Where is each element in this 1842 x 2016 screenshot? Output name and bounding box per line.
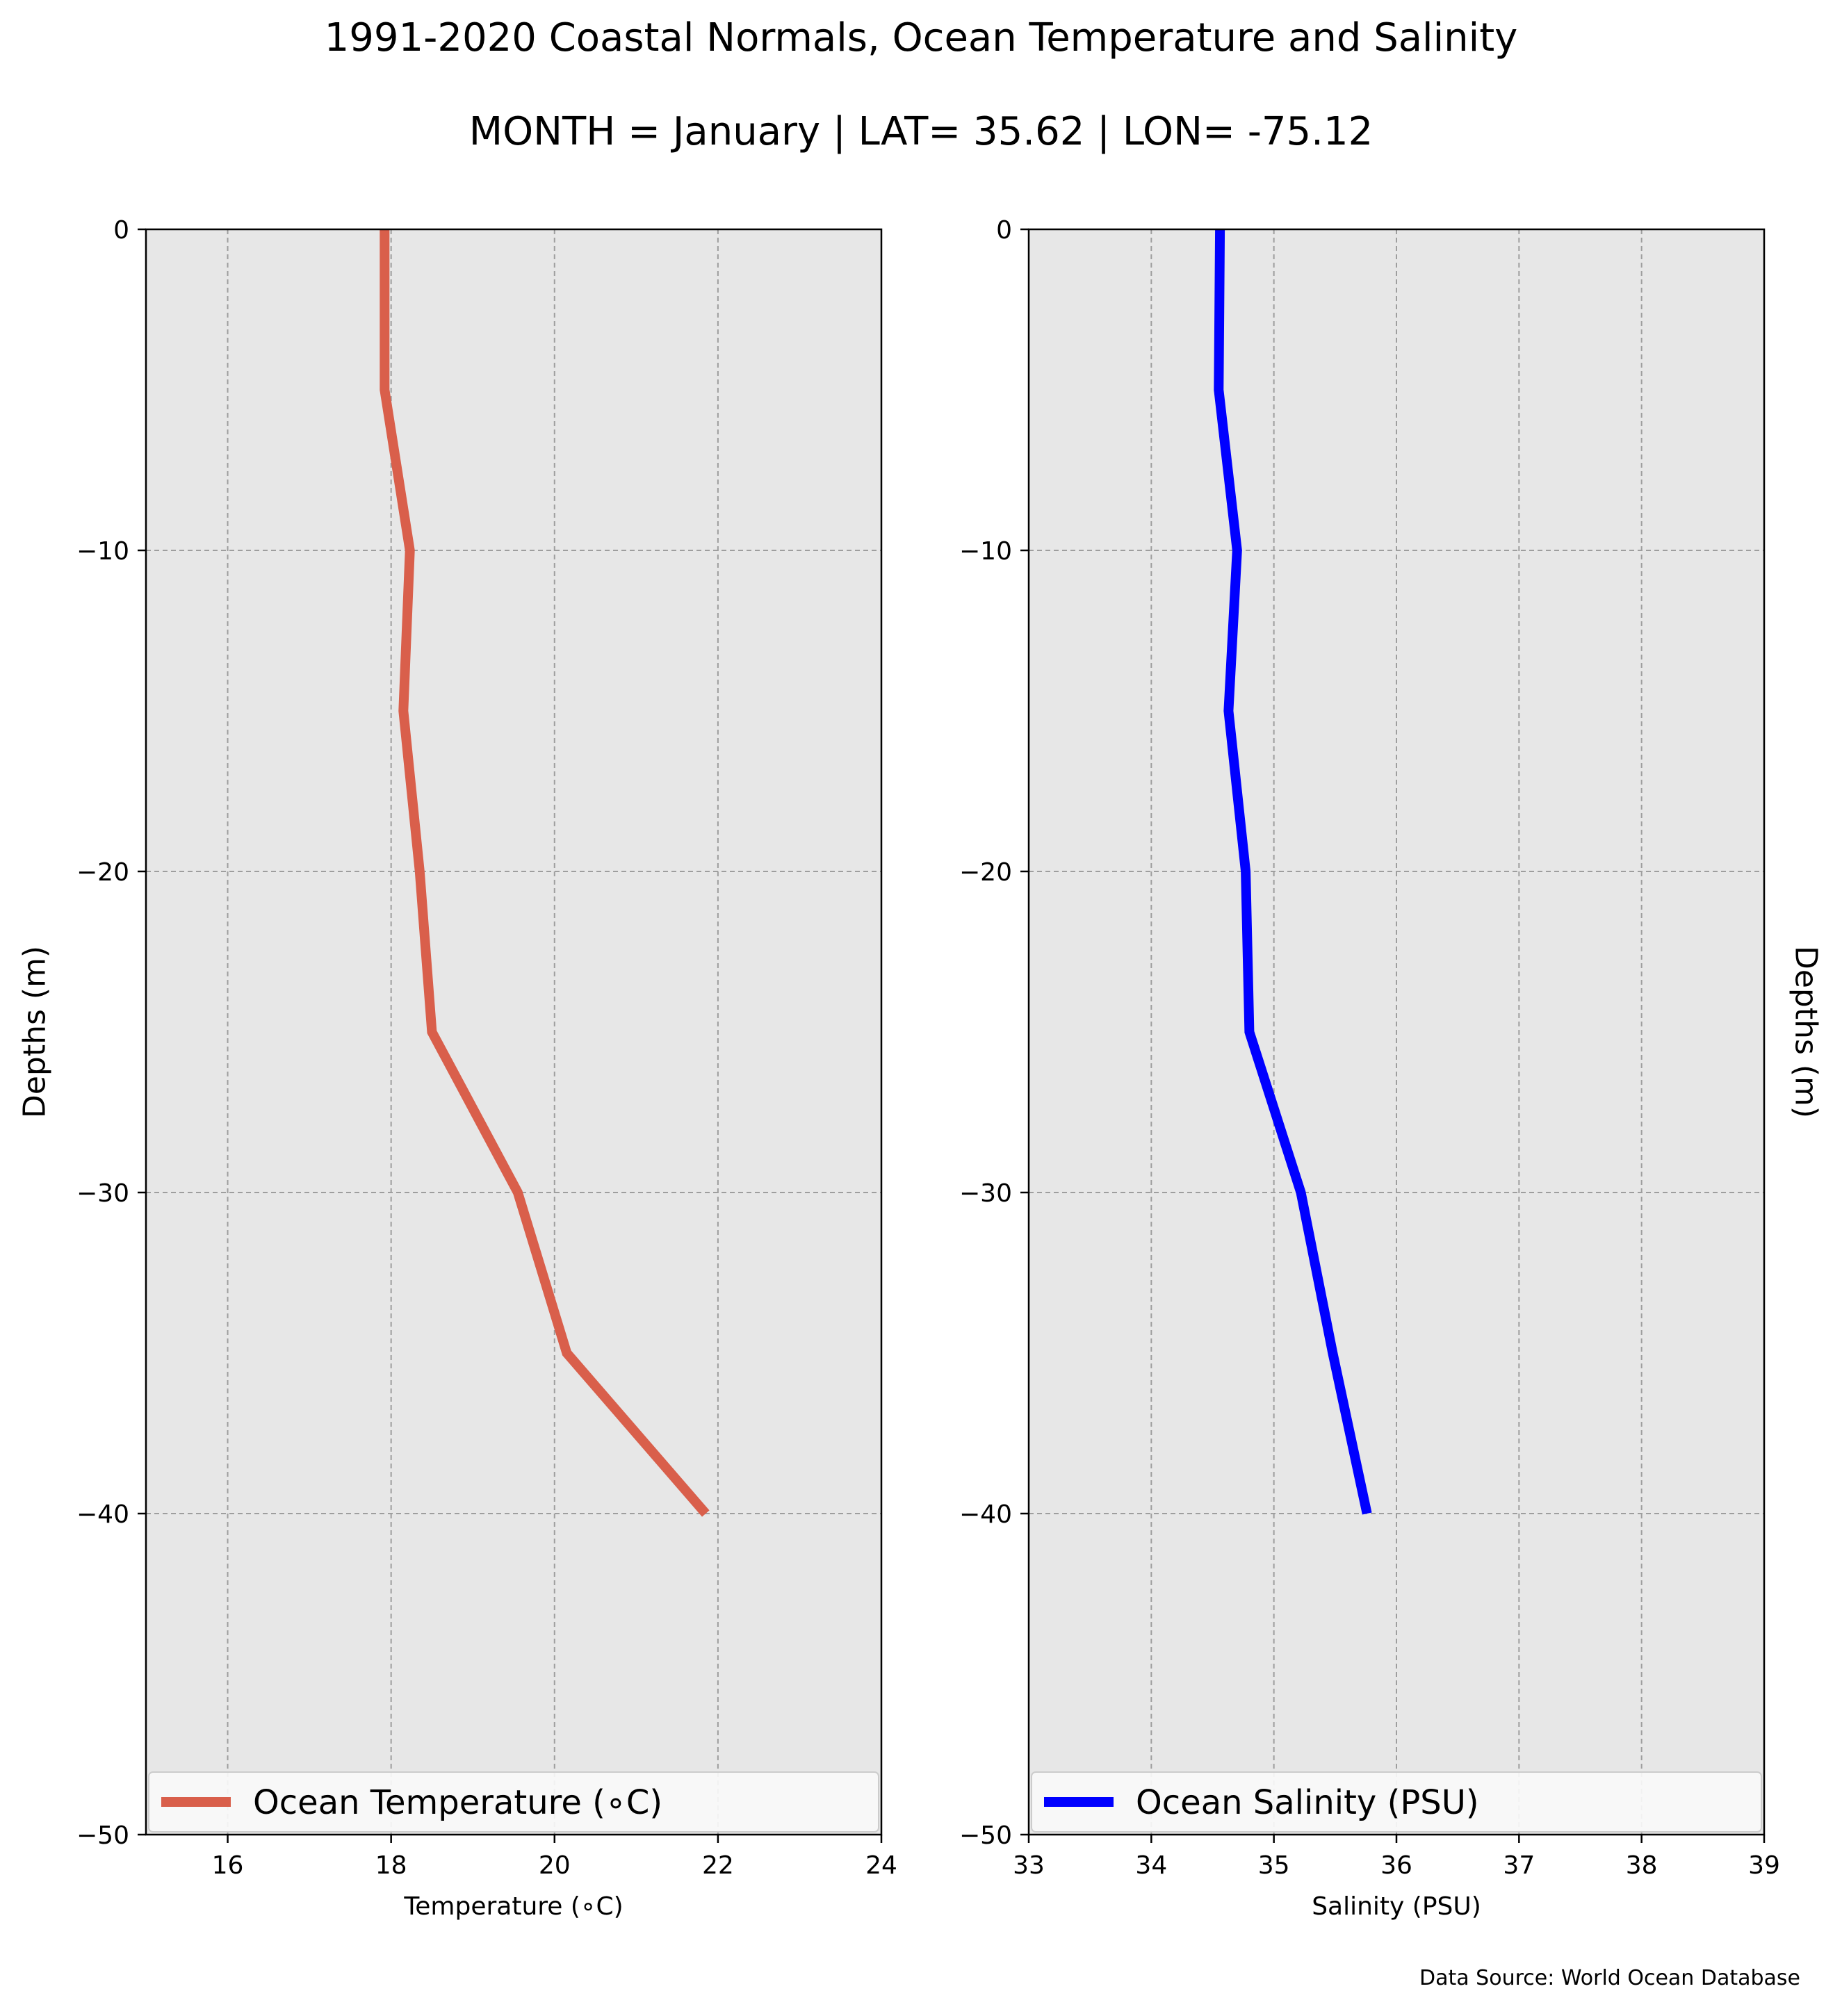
temperature-y-tick-label: −10 <box>76 537 129 566</box>
temperature-x-tick-label: 22 <box>702 1851 734 1880</box>
salinity-x-tick-label: 37 <box>1503 1851 1535 1880</box>
salinity-x-tick-label: 35 <box>1258 1851 1290 1880</box>
salinity-legend-label: Ocean Salinity (PSU) <box>1136 1783 1479 1822</box>
salinity-y-tick-label: −40 <box>959 1500 1012 1529</box>
temperature-y-tick-label: −20 <box>76 858 129 887</box>
temperature-x-tick-label: 18 <box>375 1851 407 1880</box>
temperature-legend-box <box>148 1771 879 1833</box>
salinity-x-tick-label: 38 <box>1626 1851 1658 1880</box>
temperature-y-tick-label: −50 <box>76 1821 129 1850</box>
temperature-x-axis-label: Temperature (∘C) <box>403 1892 623 1921</box>
chart-title-line2: MONTH = January | LAT= 35.62 | LON= -75.… <box>469 109 1373 154</box>
salinity-x-tick-label: 33 <box>1013 1851 1045 1880</box>
salinity-series-line <box>1214 229 1372 1515</box>
salinity-y-tick-label: 0 <box>996 216 1012 245</box>
salinity-x-tick-label: 36 <box>1380 1851 1412 1880</box>
temperature-plot-area <box>146 229 881 1835</box>
data-source-note: Data Source: World Ocean Database <box>1419 1966 1800 1990</box>
temperature-y-tick-label: 0 <box>113 216 129 245</box>
salinity-x-axis-label: Salinity (PSU) <box>1312 1892 1481 1921</box>
salinity-y-tick-label: −50 <box>959 1821 1012 1850</box>
temperature-axes-frame <box>145 228 883 1836</box>
salinity-y-tick-label: −20 <box>959 858 1012 887</box>
salinity-legend-box <box>1031 1771 1762 1833</box>
salinity-panel: 33 34 35 36 37 38 39 0 −10 −20 −30 −40 −50 Salinity (… <box>959 216 1823 1921</box>
temperature-x-tick-label: 20 <box>539 1851 571 1880</box>
temperature-y-axis-label: Depths (m) <box>17 946 53 1118</box>
salinity-x-tick-label: 34 <box>1135 1851 1167 1880</box>
salinity-y-axis-label: Depths (m) <box>1788 946 1824 1118</box>
chart-title-line1: 1991-2020 Coastal Normals, Ocean Tempera… <box>325 15 1518 60</box>
temperature-y-tick-label: −40 <box>76 1500 129 1529</box>
temperature-legend-label: Ocean Temperature (∘C) <box>253 1783 662 1822</box>
temperature-x-tick-label: 16 <box>212 1851 244 1880</box>
temperature-series-line <box>380 229 710 1517</box>
salinity-y-tick-label: −10 <box>959 537 1012 566</box>
salinity-x-tick-label: 39 <box>1748 1851 1780 1880</box>
temperature-panel: 16 18 20 22 24 0 −10 −20 −30 −40 −50 Temperature (∘… <box>17 216 897 1921</box>
temperature-y-tick-label: −30 <box>76 1179 129 1208</box>
temperature-x-tick-label: 24 <box>865 1851 897 1880</box>
salinity-y-tick-label: −30 <box>959 1179 1012 1208</box>
